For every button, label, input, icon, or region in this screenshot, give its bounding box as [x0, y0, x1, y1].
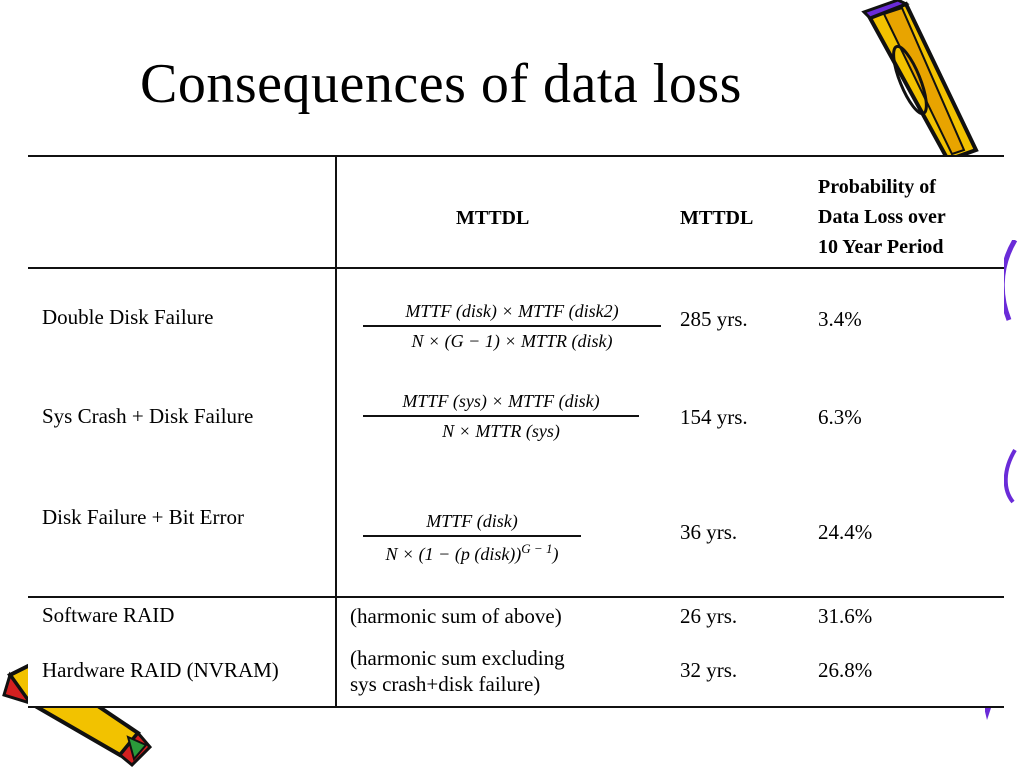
table-bottom-rule: [28, 706, 1004, 708]
row-label-software-raid: Software RAID: [42, 603, 175, 627]
header-probability-line-3: 10 Year Period: [818, 236, 944, 258]
row-label-double-disk: Double Disk Failure: [42, 305, 214, 329]
header-rule: [28, 267, 1004, 269]
formula-software-raid: (harmonic sum of above): [350, 604, 562, 628]
column-divider: [335, 155, 337, 708]
header-probability-line-2: Data Loss over: [818, 206, 946, 228]
formula-numerator: MTTF (sys) × MTTF (disk): [402, 391, 600, 411]
formula-hardware-raid-line-1: (harmonic sum excluding: [350, 646, 565, 670]
fraction-bar: [363, 415, 639, 417]
formula-exponent: G − 1: [521, 540, 553, 556]
formula-denominator: N × MTTR (sys): [442, 420, 560, 441]
prob-double-disk: 3.4%: [818, 307, 862, 331]
row-label-bit-error: Disk Failure + Bit Error: [42, 505, 244, 529]
header-probability-line-1: Probability of: [818, 176, 936, 198]
formula-denominator-tail: ): [552, 543, 559, 564]
formula-bit-error: MTTF (disk) N × (1 − (p (disk))G − 1): [363, 511, 581, 565]
fraction-bar: [363, 325, 661, 327]
mttdl-bit-error: 36 yrs.: [680, 520, 738, 544]
row-label-hardware-raid: Hardware RAID (NVRAM): [42, 658, 279, 682]
prob-sys-crash: 6.3%: [818, 405, 862, 429]
mttdl-hardware-raid: 32 yrs.: [680, 658, 738, 682]
formula-denominator-base: N × (1 − (p (disk)): [385, 543, 522, 564]
formula-denominator: N × (1 − (p (disk))G − 1): [363, 537, 581, 565]
fraction-bar: [363, 535, 581, 537]
pencil-icon: [861, 0, 979, 160]
table-top-rule: [28, 155, 1004, 157]
prob-software-raid: 31.6%: [818, 604, 873, 628]
header-mttdl: MTTDL: [680, 207, 754, 229]
formula-numerator: MTTF (disk): [426, 511, 518, 531]
header-formula: MTTDL: [456, 207, 530, 229]
prob-hardware-raid: 26.8%: [818, 658, 873, 682]
header-probability: Probability of Data Loss over 10 Year Pe…: [818, 172, 946, 262]
section-rule: [28, 596, 1004, 598]
formula-double-disk: MTTF (disk) × MTTF (disk2) N × (G − 1) ×…: [363, 301, 661, 352]
formula-hardware-raid-line-2: sys crash+disk failure): [350, 672, 541, 696]
formula-hardware-raid: (harmonic sum excluding sys crash+disk f…: [350, 645, 565, 697]
prob-bit-error: 24.4%: [818, 520, 873, 544]
slide-title: Consequences of data loss: [140, 53, 742, 115]
formula-sys-crash: MTTF (sys) × MTTF (disk) N × MTTR (sys): [363, 391, 639, 442]
mttdl-software-raid: 26 yrs.: [680, 604, 738, 628]
formula-denominator: N × (G − 1) × MTTR (disk): [411, 330, 613, 351]
mttdl-double-disk: 285 yrs.: [680, 307, 748, 331]
data-loss-table: MTTDL MTTDL Probability of Data Loss ove…: [28, 155, 1004, 708]
mttdl-sys-crash: 154 yrs.: [680, 405, 748, 429]
row-label-sys-crash: Sys Crash + Disk Failure: [42, 404, 254, 428]
formula-numerator: MTTF (disk) × MTTF (disk2): [405, 301, 619, 321]
